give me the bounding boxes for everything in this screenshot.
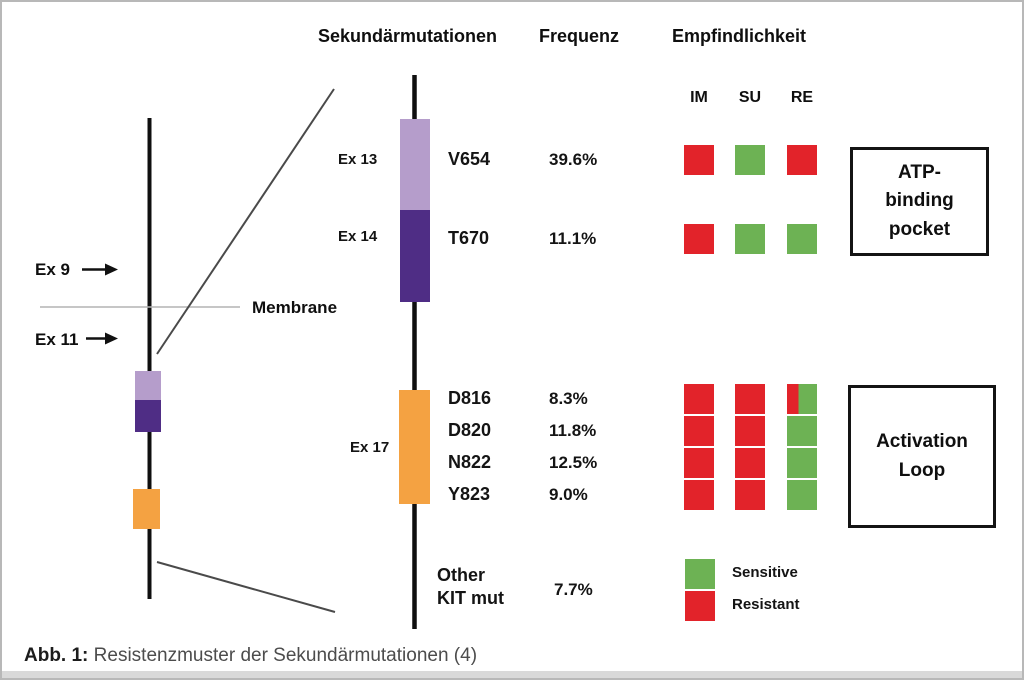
legend-resistant-swatch <box>685 591 715 621</box>
frequency-other-kit-mut: 7.7% <box>554 580 593 599</box>
kinase-ex17-region <box>399 390 430 504</box>
t670-im-resistant-square <box>684 224 714 254</box>
legend-sensitive-swatch <box>685 559 715 589</box>
legend-resistant-label: Resistant <box>732 596 800 613</box>
d820-su-resistant-square <box>735 416 765 446</box>
ex9-label: Ex 9 <box>35 260 70 279</box>
mutation-label-t670: T670 <box>448 228 490 248</box>
zoom-connector-top-line <box>156 88 335 355</box>
column-header-sensitivity: Empfindlichkeit <box>672 26 807 46</box>
v654-im-resistant-square <box>684 145 714 175</box>
frequency-d816: 8.3% <box>549 389 588 408</box>
ex11-label: Ex 11 <box>35 330 79 349</box>
drug-header-su: SU <box>738 89 762 106</box>
frequency-y823: 9.0% <box>549 485 588 504</box>
column-header-frequency: Frequenz <box>539 26 620 46</box>
d816-im-resistant-square <box>684 384 714 414</box>
kinase-ex14-region <box>400 210 430 302</box>
ex14-label: Ex 14 <box>338 228 378 245</box>
receptor-ex17-segment <box>133 489 160 529</box>
n822-im-resistant-square <box>684 448 714 478</box>
mutation-label-other-kit-mut: Other KIT mut <box>437 565 504 609</box>
n822-re-sensitive-square <box>787 448 817 478</box>
frequency-t670: 11.1% <box>549 229 597 248</box>
mutation-label-d816: D816 <box>448 388 492 408</box>
y823-su-resistant-square <box>735 480 765 510</box>
receptor-ex13-segment <box>135 371 161 400</box>
ex11-arrow-icon <box>105 332 118 345</box>
membrane-label: Membrane <box>252 298 338 317</box>
caption-text: Resistenzmuster der Sekundärmutationen (… <box>93 645 478 666</box>
legend-sensitive-label: Sensitive <box>732 564 798 581</box>
kinase-ex13-region <box>400 119 430 210</box>
frequency-d820: 11.8% <box>549 421 597 440</box>
receptor-ex14-segment <box>135 400 161 432</box>
frequency-v654: 39.6% <box>549 150 598 169</box>
frequency-n822: 12.5% <box>549 453 598 472</box>
column-header-mutations: Sekundärmutationen <box>318 26 498 46</box>
zoom-connector-bottom-line <box>156 561 336 613</box>
drug-header-re: RE <box>790 89 814 106</box>
d820-re-sensitive-square <box>787 416 817 446</box>
figure-caption: Abb. 1: Resistenzmuster der Sekundärmuta… <box>24 645 477 667</box>
t670-su-sensitive-square <box>735 224 765 254</box>
y823-re-sensitive-square <box>787 480 817 510</box>
activation-loop-box: Activation Loop <box>848 385 996 528</box>
atp-binding-pocket-label: ATP-binding pocket <box>885 161 954 240</box>
mutation-label-d820: D820 <box>448 420 492 440</box>
n822-su-resistant-square <box>735 448 765 478</box>
y823-im-resistant-square <box>684 480 714 510</box>
caption-number: Abb. 1: <box>24 645 89 666</box>
ex17-label: Ex 17 <box>350 439 390 456</box>
mutation-label-v654: V654 <box>448 149 491 169</box>
v654-re-resistant-square <box>787 145 817 175</box>
d816-re-mixed-square <box>787 384 817 414</box>
t670-re-sensitive-square <box>787 224 817 254</box>
ex9-arrow-icon <box>105 263 118 276</box>
ex13-label: Ex 13 <box>338 151 378 168</box>
bottom-border-strip <box>2 671 1022 678</box>
activation-loop-label: Activation Loop <box>876 431 968 481</box>
atp-binding-pocket-box: ATP-binding pocket <box>850 147 989 256</box>
d816-su-resistant-square <box>735 384 765 414</box>
mutation-label-y823: Y823 <box>448 484 491 504</box>
mutation-label-n822: N822 <box>448 452 492 472</box>
d820-im-resistant-square <box>684 416 714 446</box>
drug-header-im: IM <box>690 89 708 106</box>
v654-su-sensitive-square <box>735 145 765 175</box>
